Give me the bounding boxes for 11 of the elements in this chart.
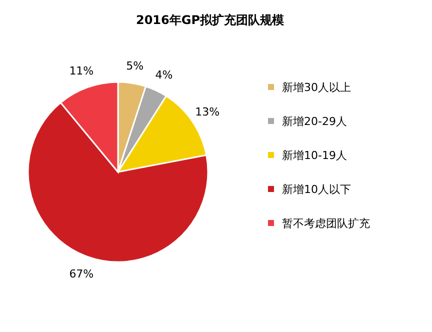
legend-label: 新增30人以上 <box>282 81 351 94</box>
chart-title: 2016年GP拟扩充团队规模 <box>136 13 284 27</box>
legend-label: 新增20-29人 <box>282 115 347 128</box>
data-label: 4% <box>155 68 173 82</box>
legend-label: 新增10-19人 <box>282 149 347 162</box>
legend-label: 暂不考虑团队扩充 <box>282 217 370 230</box>
data-label: 13% <box>195 105 220 118</box>
data-label: 67% <box>69 268 94 281</box>
legend-label: 新增10人以下 <box>282 183 351 196</box>
data-label: 11% <box>69 64 94 78</box>
data-label: 5% <box>126 59 144 72</box>
